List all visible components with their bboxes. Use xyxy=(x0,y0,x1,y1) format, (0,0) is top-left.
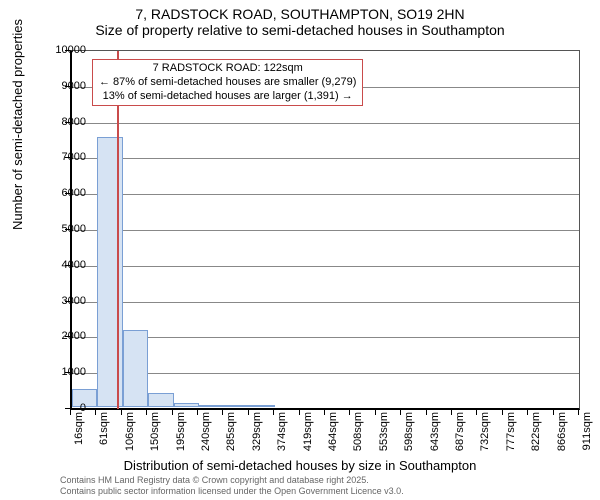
x-tick-mark xyxy=(451,410,452,415)
x-tick-mark xyxy=(527,410,528,415)
x-tick-mark xyxy=(248,410,249,415)
gridline-h xyxy=(72,230,579,231)
x-tick-label: 240sqm xyxy=(200,412,212,451)
x-tick-label: 329sqm xyxy=(251,412,263,451)
x-tick-label: 866sqm xyxy=(556,412,568,451)
gridline-h xyxy=(72,266,579,267)
x-tick-mark xyxy=(222,410,223,415)
x-tick-label: 553sqm xyxy=(378,412,390,451)
histogram-bar xyxy=(174,403,199,407)
chart-area: 7 RADSTOCK ROAD: 122sqm← 87% of semi-det… xyxy=(70,50,580,410)
footer-line-2: Contains public sector information licen… xyxy=(60,486,404,497)
x-tick-mark xyxy=(273,410,274,415)
x-tick-label: 61sqm xyxy=(98,412,110,445)
title-block: 7, RADSTOCK ROAD, SOUTHAMPTON, SO19 2HN … xyxy=(0,0,600,38)
x-tick-label: 508sqm xyxy=(352,412,364,451)
x-tick-mark xyxy=(146,410,147,415)
y-tick-label: 10000 xyxy=(46,44,86,56)
gridline-h xyxy=(72,194,579,195)
x-tick-label: 16sqm xyxy=(73,412,85,445)
gridline-h xyxy=(72,123,579,124)
y-tick-label: 8000 xyxy=(46,116,86,128)
y-tick-label: 9000 xyxy=(46,80,86,92)
x-tick-mark xyxy=(121,410,122,415)
x-tick-mark xyxy=(349,410,350,415)
x-tick-mark xyxy=(426,410,427,415)
y-tick-label: 7000 xyxy=(46,151,86,163)
y-tick-label: 6000 xyxy=(46,187,86,199)
x-tick-label: 419sqm xyxy=(302,412,314,451)
y-tick-label: 4000 xyxy=(46,259,86,271)
x-tick-label: 195sqm xyxy=(175,412,187,451)
x-tick-mark xyxy=(553,410,554,415)
histogram-bar xyxy=(250,405,275,407)
x-tick-label: 911sqm xyxy=(581,412,593,450)
annotation-line: 7 RADSTOCK ROAD: 122sqm xyxy=(99,62,356,76)
histogram-bar xyxy=(224,405,249,407)
annotation-line: ← 87% of semi-detached houses are smalle… xyxy=(99,76,356,90)
x-tick-label: 285sqm xyxy=(225,412,237,451)
y-tick-label: 2000 xyxy=(46,330,86,342)
y-tick-label: 3000 xyxy=(46,295,86,307)
x-tick-label: 687sqm xyxy=(454,412,466,451)
x-tick-mark xyxy=(324,410,325,415)
y-axis-label: Number of semi-detached properties xyxy=(10,19,25,230)
x-tick-mark xyxy=(95,410,96,415)
histogram-bar xyxy=(123,330,148,407)
histogram-bar xyxy=(97,137,122,407)
gridline-h xyxy=(72,158,579,159)
histogram-bar xyxy=(148,393,173,407)
x-tick-label: 150sqm xyxy=(149,412,161,451)
footer-attribution: Contains HM Land Registry data © Crown c… xyxy=(60,475,404,497)
y-tick-label: 1000 xyxy=(46,366,86,378)
annotation-box: 7 RADSTOCK ROAD: 122sqm← 87% of semi-det… xyxy=(92,59,363,106)
x-tick-mark xyxy=(578,410,579,415)
x-tick-mark xyxy=(375,410,376,415)
x-tick-label: 374sqm xyxy=(276,412,288,451)
x-tick-mark xyxy=(476,410,477,415)
x-tick-mark xyxy=(172,410,173,415)
main-title: 7, RADSTOCK ROAD, SOUTHAMPTON, SO19 2HN xyxy=(0,6,600,22)
x-tick-mark xyxy=(400,410,401,415)
x-tick-label: 732sqm xyxy=(479,412,491,451)
x-tick-label: 643sqm xyxy=(429,412,441,451)
x-tick-label: 106sqm xyxy=(124,412,136,451)
x-tick-mark xyxy=(299,410,300,415)
annotation-line: 13% of semi-detached houses are larger (… xyxy=(99,90,356,104)
gridline-h xyxy=(72,302,579,303)
y-tick-label: 0 xyxy=(46,402,86,414)
plot-region: 7 RADSTOCK ROAD: 122sqm← 87% of semi-det… xyxy=(70,50,580,410)
x-axis-label: Distribution of semi-detached houses by … xyxy=(0,458,600,473)
x-tick-label: 464sqm xyxy=(327,412,339,451)
footer-line-1: Contains HM Land Registry data © Crown c… xyxy=(60,475,404,486)
x-tick-label: 598sqm xyxy=(403,412,415,451)
sub-title: Size of property relative to semi-detach… xyxy=(0,22,600,38)
x-tick-label: 822sqm xyxy=(530,412,542,451)
y-tick-label: 5000 xyxy=(46,223,86,235)
histogram-bar xyxy=(199,405,224,407)
x-tick-mark xyxy=(502,410,503,415)
x-tick-label: 777sqm xyxy=(505,412,517,451)
x-tick-mark xyxy=(197,410,198,415)
